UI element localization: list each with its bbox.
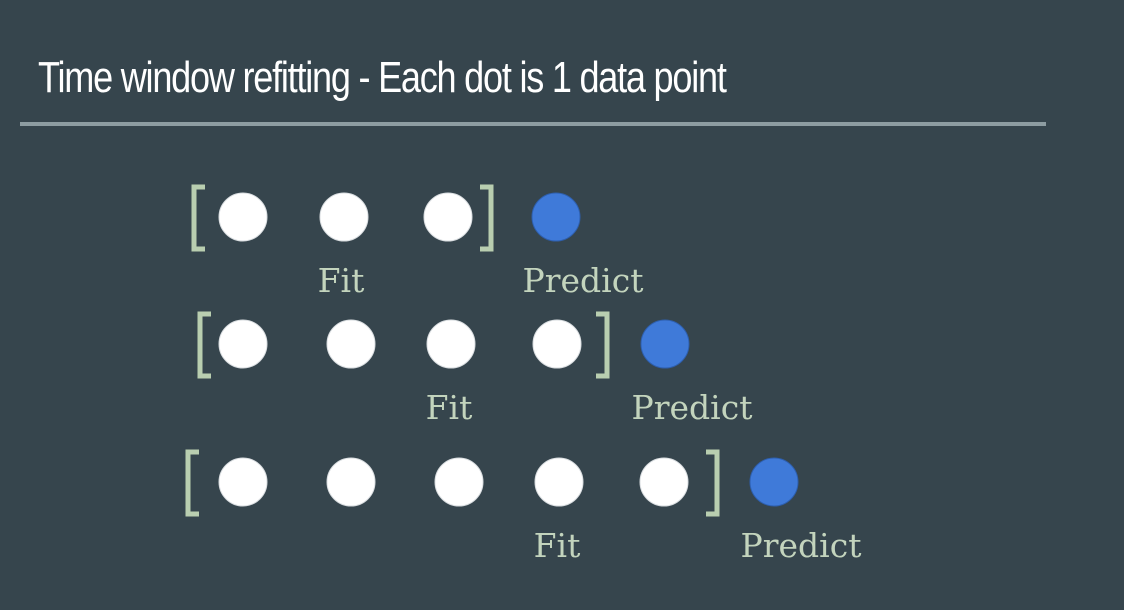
fit-data-point bbox=[532, 319, 582, 369]
fit-data-point bbox=[639, 457, 689, 507]
window-row: Fit Predict bbox=[197, 311, 753, 427]
window-bracket-open bbox=[191, 184, 205, 252]
window-bracket-close bbox=[596, 311, 610, 379]
window-row: Fit Predict bbox=[191, 184, 644, 300]
predict-data-point bbox=[531, 192, 581, 242]
fit-data-point bbox=[534, 457, 584, 507]
window-bracket-close bbox=[706, 449, 720, 517]
predict-label: Predict bbox=[741, 526, 862, 565]
fit-data-point bbox=[434, 457, 484, 507]
fit-label: Fit bbox=[534, 526, 581, 565]
fit-data-point bbox=[218, 319, 268, 369]
fit-data-point bbox=[218, 457, 268, 507]
window-bracket-open bbox=[185, 449, 199, 517]
fit-data-point bbox=[326, 457, 376, 507]
fit-data-point bbox=[218, 192, 268, 242]
predict-label: Predict bbox=[523, 261, 644, 300]
window-bracket-close bbox=[480, 184, 494, 252]
fit-data-point bbox=[319, 192, 369, 242]
predict-data-point bbox=[749, 457, 799, 507]
fit-data-point bbox=[326, 319, 376, 369]
fit-data-point bbox=[423, 192, 473, 242]
page-title: Time window refitting - Each dot is 1 da… bbox=[38, 53, 727, 102]
predict-data-point bbox=[640, 319, 690, 369]
predict-label: Predict bbox=[632, 388, 753, 427]
window-bracket-open bbox=[197, 311, 211, 379]
fit-data-point bbox=[426, 319, 476, 369]
fit-label: Fit bbox=[426, 388, 473, 427]
title-divider bbox=[20, 122, 1046, 126]
window-row: Fit Predict bbox=[185, 449, 862, 565]
fit-label: Fit bbox=[318, 261, 365, 300]
